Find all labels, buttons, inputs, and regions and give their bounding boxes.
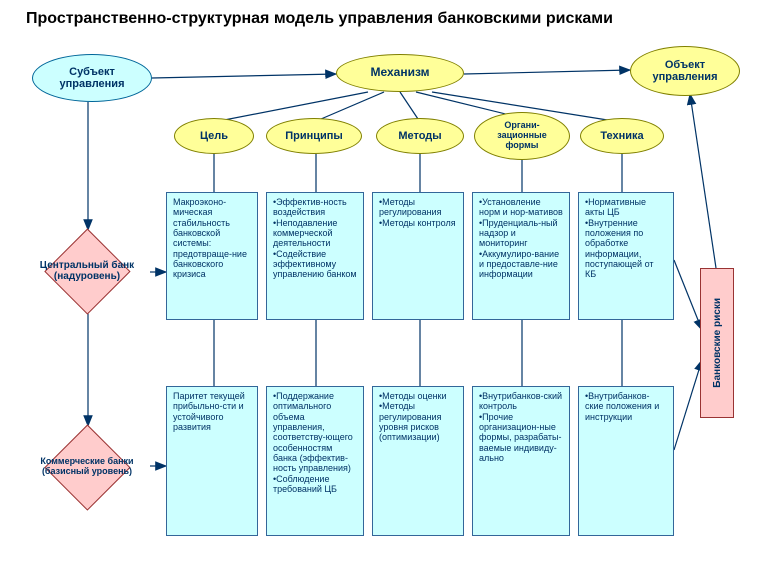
node-orgforms: Органи-зационные формы: [474, 112, 570, 160]
content-box: Макроэконо-мическая стабильность банковс…: [166, 192, 258, 320]
node-goal: Цель: [174, 118, 254, 154]
content-box: •Поддержание оптимального объема управле…: [266, 386, 364, 536]
node-subject: Субъект управления: [32, 54, 152, 102]
content-box: •Внутрибанков-ские положения и инструкци…: [578, 386, 674, 536]
node-methods: Методы: [376, 118, 464, 154]
diagram-title: Пространственно-структурная модель управ…: [26, 10, 613, 28]
content-box: Паритет текущей прибыльно-сти и устойчив…: [166, 386, 258, 536]
diamond-commercial: Коммерческие банки (базисный уровень): [22, 424, 152, 510]
node-object: Объект управления: [630, 46, 740, 96]
content-box: •Методы оценки •Методы регулирования уро…: [372, 386, 464, 536]
node-principles: Принципы: [266, 118, 362, 154]
content-box: •Методы регулирования •Методы контроля: [372, 192, 464, 320]
diamond-central: Центральный банк (надуровень): [22, 228, 152, 314]
content-box: •Внутрибанков-ский контроль •Прочие орга…: [472, 386, 570, 536]
content-box: •Нормативные акты ЦБ •Внутренние положен…: [578, 192, 674, 320]
node-technique: Техника: [580, 118, 664, 154]
risks-box: Банковские риски: [700, 268, 734, 418]
content-box: •Эффектив-ность воздействия •Неподавлени…: [266, 192, 364, 320]
content-box: •Установление норм и нор-мативов •Пруден…: [472, 192, 570, 320]
node-mechanism: Механизм: [336, 54, 464, 92]
